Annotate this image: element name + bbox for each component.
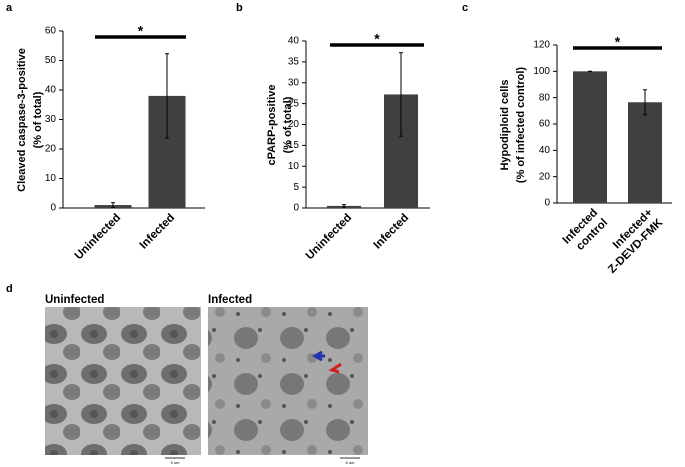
annotation: * [615, 34, 621, 50]
panel-label: d [6, 283, 13, 295]
y-tick-label: 30 [288, 77, 300, 88]
x-tick-label: Infected [138, 212, 178, 252]
y-tick-label: 5 [293, 182, 299, 193]
y-axis-label: Cleaved caspase-3-positive [16, 48, 28, 192]
arrow [311, 350, 325, 362]
arrow [328, 362, 342, 374]
y-tick-label: 80 [539, 92, 551, 103]
y-tick-label: 35 [288, 57, 300, 68]
y-tick-label: 60 [45, 26, 57, 37]
y-tick-label: 20 [288, 119, 300, 130]
y-tick-label: 0 [544, 198, 550, 209]
y-tick-label: 40 [45, 85, 57, 96]
y-tick-label: 60 [539, 119, 551, 130]
panel-label: b [236, 2, 243, 14]
y-tick-label: 10 [45, 173, 57, 184]
panel-label: c [462, 2, 468, 14]
panel-label: a [6, 2, 13, 14]
y-tick-label: 40 [539, 145, 551, 156]
y-tick-label: 20 [45, 144, 57, 155]
y-tick-label: 100 [533, 66, 550, 77]
y-tick-label: 40 [288, 36, 300, 47]
bar [573, 71, 607, 203]
scale-label: 5 um [171, 460, 181, 465]
bar [628, 102, 662, 203]
y-tick-label: 0 [293, 203, 299, 214]
micrograph [45, 307, 201, 455]
annotation: * [374, 31, 380, 47]
y-axis-label: (% of infected control) [515, 67, 527, 183]
y-tick-label: 50 [45, 55, 57, 66]
y-tick-label: 15 [288, 140, 300, 151]
x-tick-label: Uninfected [73, 212, 124, 263]
y-tick-label: 20 [539, 171, 551, 182]
y-axis-label: (% of total) [282, 96, 294, 153]
scale-label: 5 um [346, 460, 356, 465]
x-tick-label: Infected [372, 212, 412, 252]
y-axis-label: cPARP-positive [266, 84, 278, 165]
y-tick-label: 25 [288, 98, 300, 109]
y-tick-label: 120 [533, 40, 550, 51]
micrograph [208, 307, 368, 455]
y-axis-label: Hypodiploid cells [499, 79, 511, 170]
image-title: Uninfected [45, 294, 104, 306]
y-tick-label: 10 [288, 161, 300, 172]
y-tick-label: 0 [50, 203, 56, 214]
x-tick-label: Uninfected [304, 212, 355, 263]
y-axis-label: (% of total) [32, 91, 44, 148]
annotation: * [138, 23, 144, 39]
y-tick-label: 30 [45, 114, 57, 125]
image-title: Infected [208, 294, 252, 306]
